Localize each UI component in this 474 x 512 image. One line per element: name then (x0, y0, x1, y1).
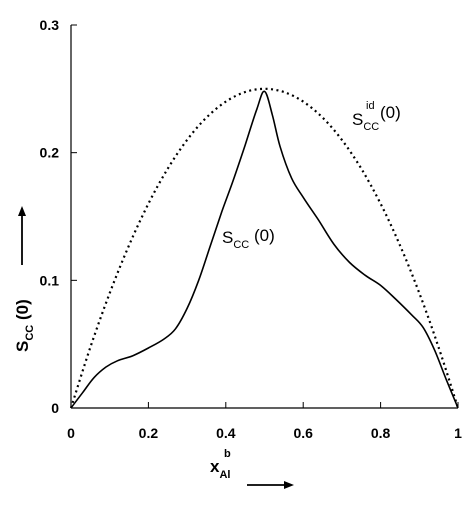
series-ideal-label-sub: CC (363, 121, 379, 133)
y-axis-title-sub: CC (24, 325, 36, 341)
x-axis-title: xAl (210, 457, 230, 481)
y-axis-title-rest: (0) (13, 299, 32, 325)
x-ticks: 0 0.2 0.4 0.6 0.8 1 (67, 402, 462, 441)
y-tick-label: 0.1 (40, 272, 60, 288)
svg-text:SCC (0): SCC (0) (13, 299, 36, 352)
x-tick-label: 0.8 (371, 425, 391, 441)
x-tick-label: 0.4 (216, 425, 236, 441)
series-actual-label-rest: (0) (249, 226, 275, 245)
y-ticks: 0 0.1 0.2 0.3 (40, 17, 77, 416)
x-tick-label: 0.2 (139, 425, 159, 441)
x-axis-title-sup: b (224, 448, 231, 460)
plot-area: 0 0.2 0.4 0.6 0.8 1 0 0.1 0.2 0.3 (40, 17, 463, 441)
series-ideal-line (69, 87, 460, 409)
series-ideal-label-sup: id (366, 100, 375, 112)
series-actual-label-main: S (222, 228, 233, 247)
x-axis-title-main: x (210, 457, 220, 476)
series-actual-label: SCC (0) (222, 226, 275, 251)
y-tick-label: 0.3 (40, 17, 60, 33)
x-axis-arrow (247, 481, 294, 489)
series-ideal-label-rest: (0) (380, 103, 401, 122)
y-axis-arrow (18, 206, 26, 265)
series-ideal-label-main: S (352, 110, 363, 129)
x-axis-title-sub: Al (219, 469, 230, 481)
y-axis-title: SCC (0) (13, 299, 36, 352)
x-tick-label: 1 (454, 425, 462, 441)
series-ideal-label: SCC (352, 110, 379, 133)
x-tick-label: 0.6 (293, 425, 313, 441)
y-axis-title-main: S (13, 341, 32, 352)
x-tick-label: 0 (67, 425, 75, 441)
series-actual-line (70, 90, 459, 409)
y-tick-label: 0 (51, 400, 59, 416)
series-actual-label-sub: CC (233, 239, 249, 251)
y-tick-label: 0.2 (40, 145, 60, 161)
